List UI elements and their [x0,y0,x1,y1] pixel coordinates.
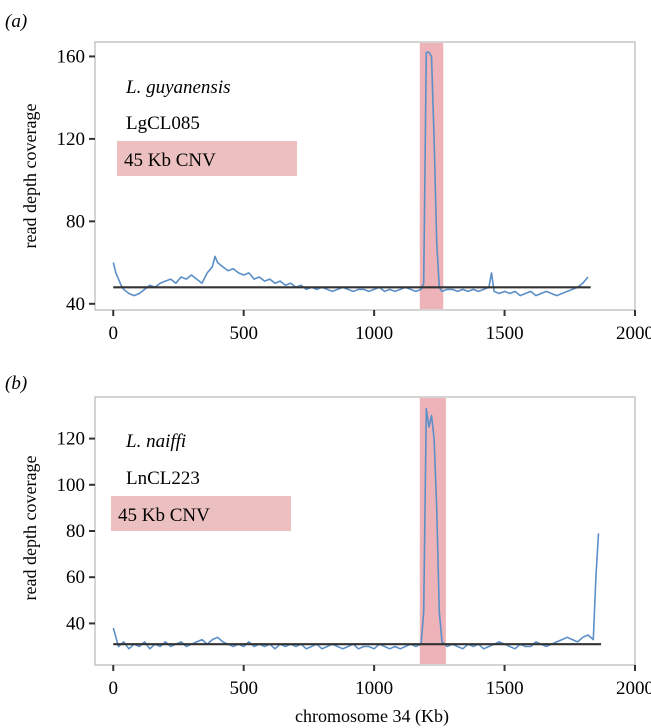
panel-a-y-tick-label: 160 [57,46,86,67]
panel-b-y-tick-label: 60 [66,567,85,588]
panel-a-x-tick-label: 1000 [355,323,393,344]
panel-a-x-tick-label: 1500 [486,323,524,344]
panel-a-x-tick-label: 2000 [616,323,651,344]
panel-a-strain: LgCL085 [126,113,200,134]
panel-a-label: (a) [5,11,27,32]
panel-a-y-tick-label: 40 [66,294,85,315]
panel-b-label: (b) [5,373,27,394]
panel-b-cnv-region [419,398,446,664]
panel-b-cnv-label-box [111,496,291,531]
panel-a-y-axis: 40 80 120 160 [57,46,95,315]
panel-b-x-tick-label: 1500 [486,678,524,699]
panel-b-cnv-label: 45 Kb CNV [118,505,210,526]
panel-a-ylabel: read depth coverage [20,104,40,249]
panel-b-y-tick-label: 80 [66,521,85,542]
panel-b-strain: LnCL223 [126,468,200,489]
panel-a-cnv-label-box [117,141,297,176]
panel-b-coverage-line [112,407,600,650]
panel-b: (b) 40 60 80 100 120 0 500 1000 1500 2000 L. nai… [5,373,651,699]
panel-a-x-tick-label: 500 [229,323,258,344]
panel-a-coverage-line [112,51,589,297]
x-axis-title: chromosome 34 (Kb) [295,706,449,727]
panel-b-x-tick-label: 0 [109,678,119,699]
panel-b-species: L. naiffi [125,431,186,452]
panel-a-x-axis: 0 500 1000 1500 2000 [109,310,651,344]
panel-a-x-tick-label: 0 [109,323,119,344]
panel-a-y-tick-label: 120 [57,129,86,150]
panel-b-y-tick-label: 100 [57,475,86,496]
panel-b-x-axis: 0 500 1000 1500 2000 [109,665,651,699]
panel-b-y-tick-label: 120 [57,429,86,450]
panel-a-cnv-label: 45 Kb CNV [124,150,216,171]
panel-a-y-tick-label: 80 [66,211,85,232]
panel-a-species: L. guyanensis [125,77,231,98]
panel-b-y-tick-label: 40 [66,613,85,634]
panel-b-y-axis: 40 60 80 100 120 [57,429,95,634]
panel-b-ylabel: read depth coverage [20,456,40,601]
panel-a: (a) 40 80 120 160 0 500 1000 1500 2000 L. guyan… [5,11,651,344]
panel-b-x-tick-label: 500 [229,678,258,699]
panel-b-x-tick-label: 1000 [355,678,393,699]
panel-b-x-tick-label: 2000 [616,678,651,699]
